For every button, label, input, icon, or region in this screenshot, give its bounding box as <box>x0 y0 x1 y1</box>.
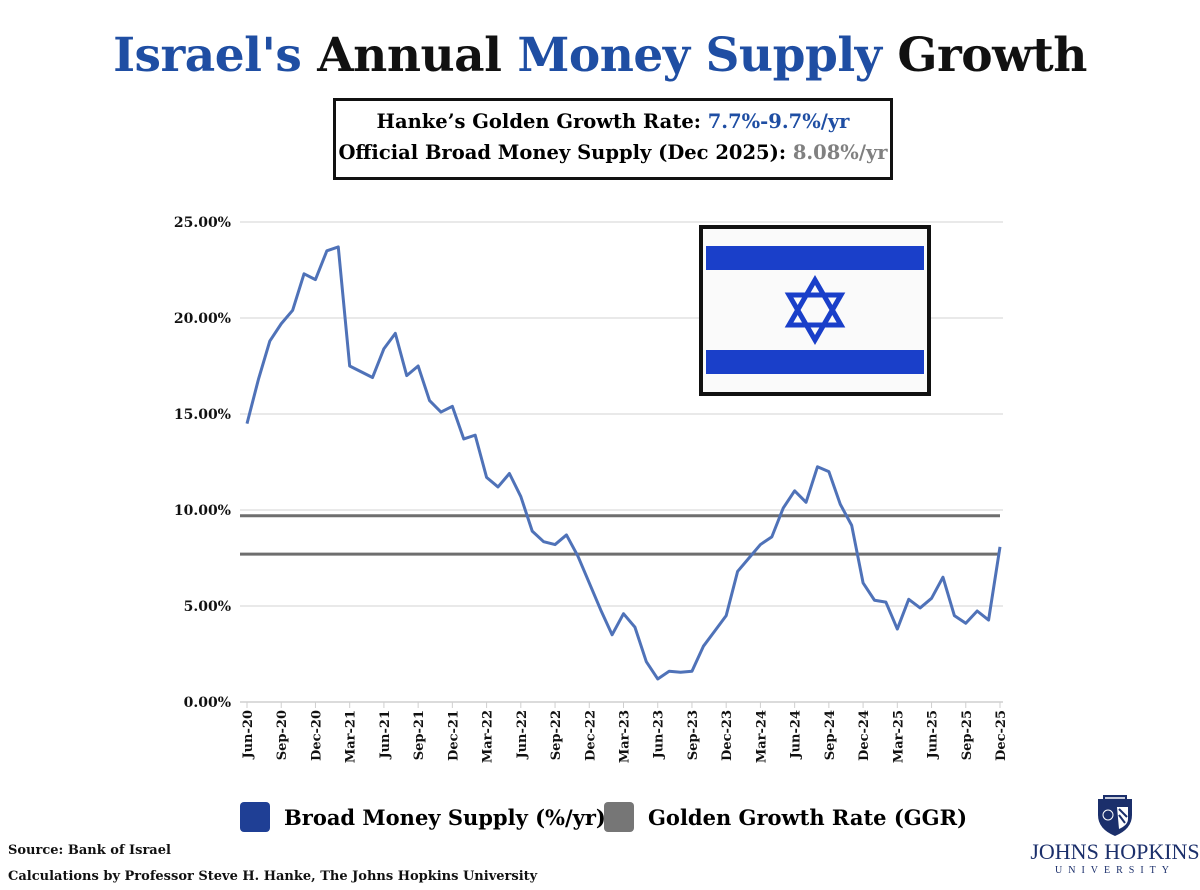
title-growth: Growth <box>881 28 1087 83</box>
calc-note: Calculations by Professor Steve H. Hanke… <box>8 869 538 884</box>
x-tick-label: Mar-22 <box>481 710 496 763</box>
official-value: 8.08%/yr <box>792 141 888 164</box>
x-tick-label: Mar-24 <box>754 710 769 763</box>
y-tick-label: 5.00% <box>184 599 231 615</box>
x-tick-label: Dec-25 <box>994 710 1009 761</box>
y-tick-label: 0.00% <box>184 695 231 711</box>
jhu-shield-icon <box>1098 795 1132 836</box>
legend-swatch-blue <box>240 802 270 832</box>
star-of-david-icon <box>784 292 846 345</box>
x-tick-label: Jun-25 <box>926 710 941 760</box>
title-annual: Annual <box>301 28 518 83</box>
x-tick-label: Dec-22 <box>583 710 598 761</box>
logo-subtext: UNIVERSITY <box>1055 865 1175 876</box>
legend-label: Golden Growth Rate (GGR) <box>648 804 968 830</box>
flag-stripe-top <box>706 246 924 270</box>
y-tick-label: 10.00% <box>174 503 231 519</box>
x-tick-label: Mar-23 <box>618 710 633 763</box>
x-tick-label: Jun-22 <box>515 710 530 760</box>
x-tick-label: Dec-24 <box>857 710 872 761</box>
ggr-value: 7.7%-9.7%/yr <box>707 110 850 133</box>
x-tick-label: Dec-23 <box>720 710 735 761</box>
x-tick-label: Mar-25 <box>891 710 906 763</box>
x-tick-label: Jun-24 <box>789 710 804 760</box>
x-tick-label: Sep-25 <box>960 710 975 760</box>
title-israel: Israel's <box>113 28 302 83</box>
x-tick-label: Jun-20 <box>241 710 256 760</box>
flag-stripe-bottom <box>706 350 924 374</box>
legend-label: Broad Money Supply (%/yr) <box>284 804 606 830</box>
title-money-supply: Money Supply <box>517 28 882 83</box>
x-tick-label: Sep-23 <box>686 710 701 760</box>
legend-item-ggr: Golden Growth Rate (GGR) <box>604 802 967 832</box>
jhu-logo: JOHNS HOPKINS UNIVERSITY <box>1030 793 1200 876</box>
logo-text: JOHNS HOPKINS <box>1030 839 1200 864</box>
x-tick-label: Dec-21 <box>446 710 461 761</box>
star-of-david-icon <box>784 275 846 328</box>
x-tick-label: Sep-22 <box>549 710 564 760</box>
legend-item-broad-money: Broad Money Supply (%/yr) <box>240 802 606 832</box>
x-tick-label: Dec-20 <box>309 710 324 761</box>
x-tick-label: Mar-21 <box>344 710 359 763</box>
x-tick-label: Jun-21 <box>378 710 393 760</box>
x-tick-label: Sep-20 <box>275 710 290 760</box>
x-tick-label: Jun-23 <box>652 710 667 760</box>
source-note: Source: Bank of Israel <box>8 843 171 858</box>
ggr-label: Hanke’s Golden Growth Rate: <box>376 110 708 133</box>
x-tick-label: Sep-21 <box>412 710 427 760</box>
chart-title: Israel's Annual Money Supply Growth <box>0 28 1200 83</box>
legend-swatch-gray <box>604 802 634 832</box>
y-tick-label: 20.00% <box>174 311 231 327</box>
x-tick-label: Sep-24 <box>823 710 838 760</box>
y-tick-label: 15.00% <box>174 407 231 423</box>
official-label: Official Broad Money Supply (Dec 2025): <box>338 141 793 164</box>
y-tick-label: 25.00% <box>174 215 231 231</box>
info-box: Hanke’s Golden Growth Rate: 7.7%-9.7%/yr… <box>333 98 893 180</box>
